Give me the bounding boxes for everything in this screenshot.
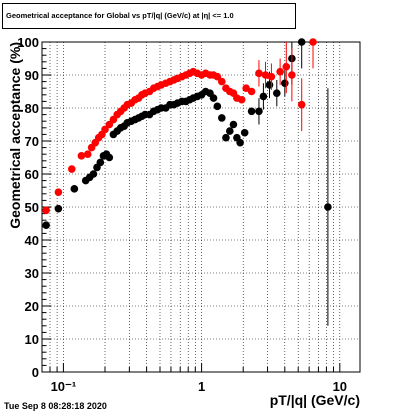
y-tick-label: 60 bbox=[25, 167, 39, 182]
black-data-point bbox=[240, 128, 249, 137]
red-data-point bbox=[67, 165, 76, 173]
y-tick-label: 0 bbox=[32, 365, 39, 380]
x-tick-label: 1 bbox=[198, 379, 205, 394]
black-data-point bbox=[89, 170, 98, 178]
y-tick-label: 90 bbox=[25, 68, 39, 83]
black-data-point bbox=[70, 185, 79, 193]
red-data-point bbox=[77, 152, 86, 160]
black-data-point bbox=[54, 204, 63, 213]
black-data-point bbox=[213, 102, 222, 111]
black-data-point bbox=[226, 127, 234, 135]
black-data-point bbox=[96, 158, 105, 167]
black-data-point bbox=[281, 79, 289, 88]
y-tick-label: 100 bbox=[17, 35, 39, 50]
red-data-point bbox=[261, 71, 270, 79]
black-data-point bbox=[209, 94, 218, 102]
red-data-point bbox=[267, 72, 276, 81]
red-data-point bbox=[242, 84, 250, 92]
black-data-point bbox=[42, 221, 50, 229]
tick-labels: 0 10 20 30 40 50 60 70 80 90 100 10⁻¹ 1 10 bbox=[17, 35, 347, 394]
red-data-point bbox=[282, 62, 291, 71]
y-tick-label: 20 bbox=[25, 299, 39, 314]
red-data-point bbox=[297, 100, 306, 109]
red-data-point bbox=[309, 38, 317, 46]
black-data-point bbox=[255, 107, 263, 116]
red-data-point bbox=[83, 150, 92, 158]
black-data-point bbox=[218, 114, 226, 122]
y-tick-label: 50 bbox=[25, 200, 39, 215]
black-data-point bbox=[324, 203, 332, 211]
x-axis-label: pT/|q| (GeV/c) bbox=[270, 392, 360, 408]
data-points bbox=[42, 38, 332, 326]
y-tick-label: 70 bbox=[25, 134, 39, 149]
chart-title: Geometrical acceptance for Global vs pT/… bbox=[2, 3, 296, 29]
y-axis-label: Geometrical acceptance (%) bbox=[7, 42, 23, 229]
black-data-point bbox=[229, 120, 238, 129]
black-data-point bbox=[259, 92, 268, 101]
red-data-point bbox=[54, 188, 63, 196]
red-data-point bbox=[218, 77, 226, 86]
y-tick-label: 40 bbox=[25, 233, 39, 248]
x-tick-label: 10⁻¹ bbox=[51, 379, 77, 394]
black-data-point bbox=[236, 138, 244, 147]
black-data-point bbox=[297, 38, 306, 46]
black-data-point bbox=[265, 81, 274, 89]
red-data-point bbox=[255, 69, 263, 78]
black-data-point bbox=[272, 89, 281, 97]
red-data-point bbox=[42, 206, 50, 215]
x-tick-label: 10 bbox=[333, 379, 347, 394]
red-data-point bbox=[213, 72, 222, 81]
red-data-point bbox=[247, 87, 256, 96]
black-data-point bbox=[222, 133, 230, 142]
black-data-point bbox=[247, 107, 256, 116]
black-data-point bbox=[105, 153, 114, 162]
y-tick-label: 30 bbox=[25, 266, 39, 281]
red-data-point bbox=[288, 71, 296, 79]
y-tick-label: 80 bbox=[25, 101, 39, 116]
y-tick-label: 10 bbox=[25, 332, 39, 347]
red-data-point bbox=[276, 67, 284, 76]
axes bbox=[41, 41, 361, 373]
red-data-point bbox=[101, 125, 109, 134]
red-data-point bbox=[237, 95, 246, 104]
timestamp: Tue Sep 8 08:28:18 2020 bbox=[4, 401, 107, 411]
